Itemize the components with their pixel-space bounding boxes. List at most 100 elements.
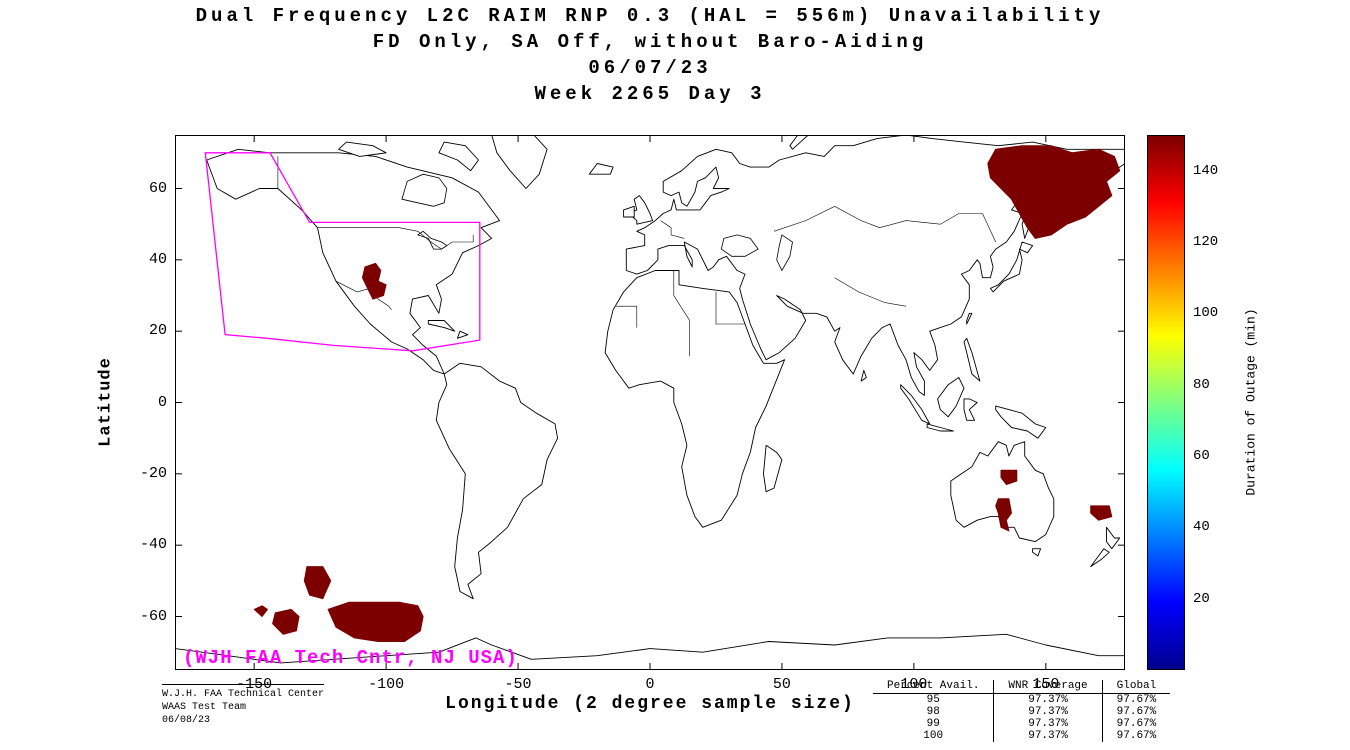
colorbar-tick-label: 120 bbox=[1193, 234, 1219, 250]
landmass-greenland bbox=[491, 134, 548, 189]
stat-cell: 98 bbox=[926, 706, 940, 718]
footer-line-3-date: 06/08/23 bbox=[162, 715, 211, 726]
y-tick-label: 60 bbox=[148, 179, 167, 197]
outage-region-south-pacific-2 bbox=[253, 605, 268, 617]
landmass-new-zealand-south bbox=[1090, 548, 1110, 568]
country-border bbox=[317, 227, 474, 250]
y-tick-label: -60 bbox=[139, 607, 167, 625]
landmass-cuba bbox=[427, 320, 456, 332]
landmass-iceland bbox=[588, 163, 614, 175]
outage-region-south-pacific-1 bbox=[303, 566, 332, 600]
table-row: 98 97.37% 97.67% bbox=[873, 706, 1171, 718]
y-tick-label: 20 bbox=[148, 322, 167, 340]
stat-cell: 97.37% bbox=[993, 693, 1103, 706]
landmass-baffin-island bbox=[438, 141, 479, 172]
landmass-borneo bbox=[937, 377, 965, 418]
outage-region-australia-south bbox=[995, 498, 1012, 532]
landmass-antarctica bbox=[174, 633, 1126, 671]
x-tick-label: -50 bbox=[504, 676, 532, 693]
x-tick-label: 0 bbox=[645, 676, 655, 693]
colorbar-tick-label: 40 bbox=[1193, 519, 1210, 536]
y-tick-label: -20 bbox=[139, 464, 167, 482]
stat-cell: 97.67% bbox=[1101, 706, 1171, 718]
colorbar-tick-label: 80 bbox=[1193, 376, 1210, 393]
stat-cell: 99 bbox=[926, 718, 940, 730]
landmass-java bbox=[926, 423, 954, 432]
map-plot-area: (WJH FAA Tech Cntr, NJ USA) bbox=[174, 134, 1126, 671]
y-tick-label: -40 bbox=[139, 536, 167, 554]
facility-watermark: (WJH FAA Tech Cntr, NJ USA) bbox=[183, 647, 518, 669]
landmass-hispaniola bbox=[456, 330, 469, 339]
landmass-japan bbox=[989, 241, 1034, 293]
colorbar bbox=[1147, 135, 1185, 670]
y-tick-label: 40 bbox=[148, 250, 167, 268]
outage-region-northeast-asia bbox=[987, 145, 1121, 239]
stat-cell: 97.37% bbox=[993, 730, 1103, 742]
country-border bbox=[660, 220, 685, 239]
footer-line-1: W.J.H. FAA Technical Center bbox=[162, 689, 325, 700]
availability-table-grid: Percent Avail. WNR Coverage Global 95 97.37%… bbox=[873, 680, 1171, 742]
title-line-3-date: 06/07/23 bbox=[588, 57, 712, 79]
landmass-eurasia bbox=[625, 134, 1126, 396]
y-axis-label: Latitude bbox=[96, 357, 116, 447]
stat-cell: 97.67% bbox=[1101, 718, 1171, 730]
colorbar-tick-label: 20 bbox=[1193, 590, 1210, 607]
lake-black-sea bbox=[720, 234, 759, 257]
outage-region-us-four-corners bbox=[361, 262, 387, 300]
country-border bbox=[834, 277, 907, 307]
outage-region-south-pacific-4 bbox=[327, 601, 424, 642]
landmass-new-zealand-north bbox=[1106, 526, 1121, 550]
title-line-2: FD Only, SA Off, without Baro-Aiding bbox=[372, 31, 928, 53]
world-map-svg bbox=[174, 134, 1126, 671]
colorbar-tick-label: 140 bbox=[1193, 162, 1219, 179]
waas-coverage-boundary bbox=[204, 152, 481, 352]
x-tick-label: -100 bbox=[368, 676, 405, 693]
title-line-4-week: Week 2265 Day 3 bbox=[534, 83, 766, 105]
landmass-ireland bbox=[623, 205, 635, 218]
country-border bbox=[773, 205, 880, 232]
country-border bbox=[879, 213, 996, 243]
lake-caspian-sea bbox=[776, 234, 793, 272]
landmass-sumatra bbox=[900, 384, 931, 425]
landmass-victoria-island bbox=[338, 141, 387, 157]
landmass-south-america bbox=[435, 362, 559, 600]
colorbar-tick-label: 100 bbox=[1193, 305, 1219, 322]
x-axis-label: Longitude (2 degree sample size) bbox=[445, 694, 855, 714]
lake-hudson-bay bbox=[401, 173, 448, 207]
table-row: 99 97.37% 97.67% bbox=[873, 718, 1171, 730]
country-border bbox=[615, 305, 638, 328]
landmass-novaya-zemlya bbox=[789, 134, 809, 150]
stat-cell: 97.37% bbox=[993, 706, 1103, 718]
landmass-tasmania bbox=[1032, 548, 1042, 557]
y-tick-label: 0 bbox=[157, 393, 167, 411]
landmass-sri-lanka bbox=[860, 369, 867, 382]
stat-header: WNR Coverage bbox=[993, 680, 1103, 694]
availability-table: Percent Avail. WNR Coverage Global 95 97.37%… bbox=[873, 680, 1171, 742]
footer-annotation: W.J.H. FAA Technical Center WAAS Test Te… bbox=[162, 684, 325, 727]
landmass-africa bbox=[604, 270, 786, 528]
country-border bbox=[673, 270, 690, 357]
table-row: 100 97.37% 97.67% bbox=[873, 730, 1171, 742]
title-line-1: Dual Frequency L2C RAIM RNP 0.3 (HAL = 5… bbox=[195, 5, 1105, 27]
stat-header: Percent Avail. bbox=[873, 680, 994, 694]
landmass-sulawesi bbox=[963, 398, 978, 421]
stat-cell: 97.37% bbox=[993, 718, 1103, 730]
figure-title-block: Dual Frequency L2C RAIM RNP 0.3 (HAL = 5… bbox=[175, 3, 1125, 107]
x-tick-label: 50 bbox=[772, 676, 791, 693]
footer-line-2: WAAS Test Team bbox=[162, 702, 247, 713]
stat-cell: 97.67% bbox=[1101, 693, 1171, 706]
colorbar-tick-label: 60 bbox=[1193, 448, 1210, 464]
stat-cell: 95 bbox=[926, 694, 940, 706]
table-header-row: Percent Avail. WNR Coverage Global bbox=[873, 680, 1171, 694]
landmass-taiwan bbox=[966, 312, 973, 325]
colorbar-label: Duration of Outage (min) bbox=[1243, 308, 1259, 496]
stat-header: Global bbox=[1101, 680, 1171, 694]
outage-region-australia-north bbox=[1000, 469, 1018, 485]
country-border bbox=[715, 291, 745, 325]
outage-region-tasman-sea bbox=[1090, 505, 1113, 521]
landmass-new-guinea bbox=[995, 405, 1047, 439]
landmass-australia bbox=[950, 441, 1055, 543]
outage-region-south-pacific-3 bbox=[272, 608, 300, 635]
stat-cell: 97.67% bbox=[1101, 730, 1171, 742]
